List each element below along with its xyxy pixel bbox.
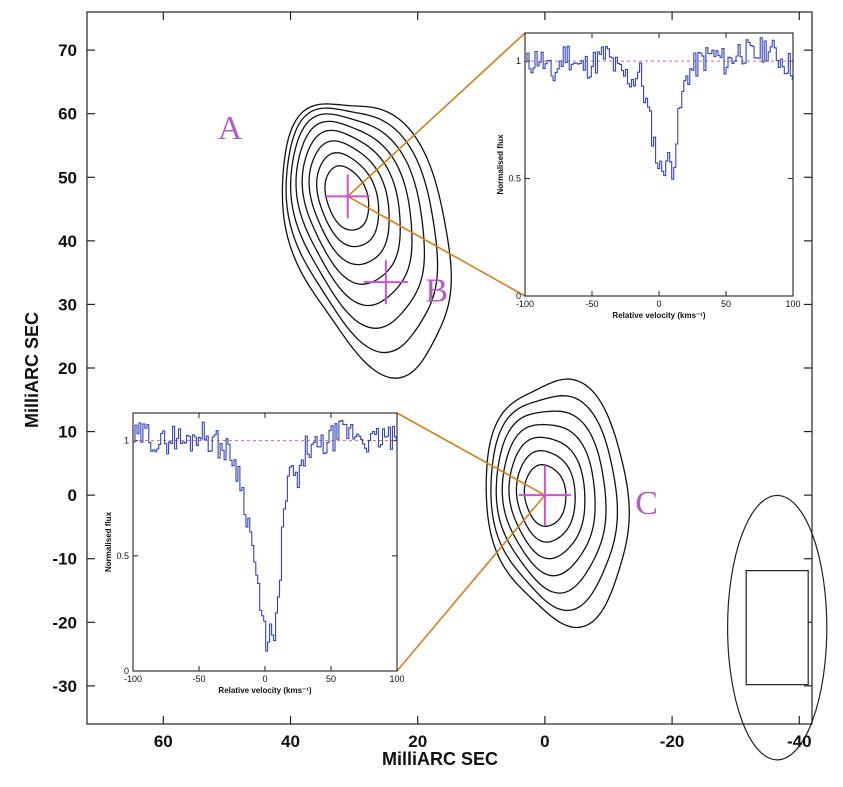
- spectrum-y-tick-label: 0.5: [116, 551, 129, 561]
- component-labels: A B C: [218, 110, 658, 522]
- spectrum-x-tick-label: 100: [389, 674, 404, 684]
- spectrum-x-title: Relative velocity (kms⁻¹): [218, 686, 311, 695]
- x-tick-labels: 60 40 20 0 -20 -40: [154, 732, 812, 751]
- component-label-c: C: [635, 485, 658, 522]
- spectrum-panel-c: -100 -50 0 50 100 0 0.5 1 Relative velocity (kms…: [104, 412, 405, 695]
- contour-map: [281, 103, 630, 629]
- contour-line-a: [301, 129, 401, 285]
- spectrum-y-tick-label: 0.5: [508, 174, 521, 184]
- spectrum-x-tick-label: -50: [192, 674, 205, 684]
- spectrum-line: [525, 37, 793, 180]
- component-label-a: A: [218, 110, 243, 147]
- leader-line: [347, 32, 526, 197]
- y-axis-title: MilliARC SEC: [22, 312, 42, 428]
- beam-ellipse: [726, 494, 828, 761]
- spectrum-x-tick-label: 100: [785, 299, 800, 309]
- spectrum-x-tick-label: 0: [656, 299, 661, 309]
- beam-ellipse-shape: [726, 494, 828, 761]
- spectrum-frame: [132, 412, 398, 672]
- component-markers: [325, 174, 571, 526]
- spectrum-x-tick-label: -100: [516, 299, 534, 309]
- y-tick-label: 70: [58, 41, 77, 60]
- contour-line-c: [508, 436, 586, 560]
- spectrum-x-tick-label: 0: [262, 674, 267, 684]
- y-tick-label: 40: [58, 232, 77, 251]
- y-tick-label: -30: [52, 677, 77, 696]
- spectrum-y-title: Normalised flux: [496, 134, 505, 195]
- contour-line-c: [495, 410, 607, 594]
- leader-line: [347, 195, 526, 297]
- x-axis-title: MilliARC SEC: [382, 749, 498, 769]
- leader-line: [396, 412, 546, 496]
- spectrum-y-tick-label: 0: [124, 666, 129, 676]
- beam-box: [745, 570, 809, 686]
- x-tick-label: -40: [787, 732, 812, 751]
- spectrum-x-tick-label: -100: [124, 674, 142, 684]
- spectrum-y-tick-label: 0: [516, 291, 521, 301]
- contour-line-a: [281, 103, 452, 379]
- y-tick-label: 60: [58, 105, 77, 124]
- contour-line-c: [501, 423, 596, 577]
- contour-line-c: [490, 395, 619, 612]
- contour-line-a: [324, 165, 370, 231]
- spectrum-y-tick-label: 1: [124, 436, 129, 446]
- contour-line-a: [289, 113, 426, 329]
- spectrum-frame: [524, 32, 794, 297]
- component-label-b: B: [425, 272, 448, 309]
- y-tick-label: 50: [58, 168, 77, 187]
- spectrum-panel-a: -100 -50 0 50 100 0 0.5 1 Relative velocity (kms…: [496, 32, 801, 320]
- contour-line-c: [515, 450, 576, 543]
- spectrum-x-tick-label: -50: [585, 299, 598, 309]
- contour-line-a: [295, 120, 413, 307]
- y-tick-label: 0: [68, 486, 77, 505]
- spectrum-x-tick-label: 50: [721, 299, 731, 309]
- main-plot-frame: [86, 11, 813, 725]
- contour-line-a: [316, 152, 380, 248]
- x-tick-label: 40: [281, 732, 300, 751]
- x-tick-label: 0: [540, 732, 549, 751]
- x-tick-label: 60: [154, 732, 173, 751]
- spectrum-line: [133, 420, 397, 652]
- contour-line-a: [308, 140, 390, 266]
- y-tick-label: 30: [58, 295, 77, 314]
- spectrum-y-title: Normalised flux: [104, 511, 113, 572]
- y-tick-label: 20: [58, 359, 77, 378]
- y-tick-label: -20: [52, 613, 77, 632]
- contour-line-c: [523, 464, 567, 527]
- spectrum-x-title: Relative velocity (kms⁻¹): [612, 311, 705, 320]
- x-tick-label: 20: [408, 732, 427, 751]
- y-tick-label: 10: [58, 423, 77, 442]
- x-tick-label: -20: [660, 732, 685, 751]
- y-tick-labels: 70 60 50 40 30 20 10 0 -10 -20 -30: [52, 41, 77, 696]
- spectrum-y-tick-label: 1: [516, 56, 521, 66]
- contour-line-c: [485, 378, 630, 629]
- leader-line: [396, 494, 546, 672]
- leader-lines: [347, 32, 546, 672]
- spectrum-x-tick-label: 50: [326, 674, 336, 684]
- y-tick-label: -10: [52, 550, 77, 569]
- contour-line-a: [285, 107, 439, 354]
